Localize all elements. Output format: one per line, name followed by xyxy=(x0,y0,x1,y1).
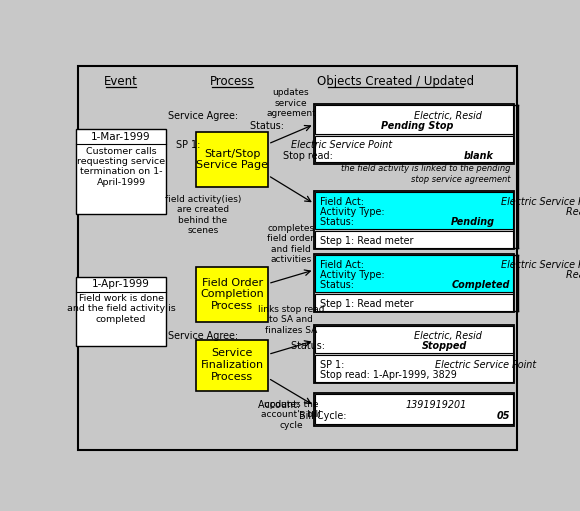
Bar xyxy=(316,105,513,134)
Text: updates the
account's bill
cycle: updates the account's bill cycle xyxy=(261,400,321,430)
Text: 05: 05 xyxy=(496,411,510,421)
Text: Stop read: 1-Apr-1999, 3829: Stop read: 1-Apr-1999, 3829 xyxy=(320,370,456,380)
Text: links stop read
to SA and
finalizes SA: links stop read to SA and finalizes SA xyxy=(258,305,324,335)
Text: Process: Process xyxy=(210,75,254,88)
Text: Bill Cycle:: Bill Cycle: xyxy=(299,411,350,421)
Bar xyxy=(316,355,513,382)
Text: Account:: Account: xyxy=(258,401,303,410)
Text: Activity Type:: Activity Type: xyxy=(320,270,387,280)
Text: Start/Stop
Service Page: Start/Stop Service Page xyxy=(196,149,268,171)
Bar xyxy=(314,254,514,312)
Text: Stop read:: Stop read: xyxy=(282,151,335,160)
Text: Objects Created / Updated: Objects Created / Updated xyxy=(317,75,474,88)
Text: Activity Type:: Activity Type: xyxy=(320,207,387,217)
Text: Customer calls
requesting service
termination on 1-
April-1999: Customer calls requesting service termin… xyxy=(77,147,165,187)
Text: Step 1: Read meter: Step 1: Read meter xyxy=(320,236,413,246)
Text: Read Meter: Read Meter xyxy=(566,270,580,280)
Text: 1-Mar-1999: 1-Mar-1999 xyxy=(91,132,151,142)
Text: Completed: Completed xyxy=(451,281,510,290)
Bar xyxy=(316,231,513,248)
Bar xyxy=(314,104,514,164)
Text: 1391919201: 1391919201 xyxy=(406,401,467,410)
Text: Service Agree:: Service Agree: xyxy=(168,111,241,121)
Text: Electric, Resid: Electric, Resid xyxy=(414,111,482,121)
Text: field activity(ies)
are created
behind the
scenes: field activity(ies) are created behind t… xyxy=(165,195,241,235)
Bar xyxy=(314,392,514,426)
Text: Electric Service Point: Electric Service Point xyxy=(501,197,580,207)
Text: Step 1: Read meter: Step 1: Read meter xyxy=(320,299,413,309)
Text: Pending: Pending xyxy=(451,217,495,227)
Text: SP 1:: SP 1: xyxy=(320,360,350,370)
Text: Field Act:: Field Act: xyxy=(320,197,367,207)
Bar xyxy=(316,136,513,162)
Bar xyxy=(196,339,268,390)
Text: Pending Stop: Pending Stop xyxy=(381,121,454,131)
Bar xyxy=(316,255,513,292)
Bar xyxy=(76,277,166,345)
Bar xyxy=(196,132,268,187)
Text: Electric Service Point: Electric Service Point xyxy=(291,141,392,150)
Text: Service
Finalization
Process: Service Finalization Process xyxy=(201,349,264,382)
Text: SP 1:: SP 1: xyxy=(176,141,206,150)
Text: 1-Apr-1999: 1-Apr-1999 xyxy=(92,279,150,289)
Bar xyxy=(316,192,513,229)
Text: Service Agree:: Service Agree: xyxy=(168,331,241,341)
Bar xyxy=(196,267,268,322)
Text: Status:: Status: xyxy=(250,121,287,131)
Text: Status:: Status: xyxy=(320,281,357,290)
Text: blank: blank xyxy=(463,151,494,160)
Bar xyxy=(316,294,513,311)
Text: Field Order
Completion
Process: Field Order Completion Process xyxy=(200,277,264,311)
Text: Field Act:: Field Act: xyxy=(320,260,367,270)
Bar xyxy=(76,129,166,214)
Text: Status:: Status: xyxy=(320,217,357,227)
Text: Event: Event xyxy=(104,75,138,88)
Text: Stopped: Stopped xyxy=(422,341,467,351)
Text: Electric Service Point: Electric Service Point xyxy=(501,260,580,270)
Text: Electric Service Point: Electric Service Point xyxy=(435,360,536,370)
Text: Read Meter: Read Meter xyxy=(566,207,580,217)
Text: updates
service
agreement: updates service agreement xyxy=(266,88,316,118)
Text: Status:: Status: xyxy=(291,341,328,351)
Text: Field work is done
and the field activity is
completed: Field work is done and the field activit… xyxy=(67,294,175,324)
Bar xyxy=(314,324,514,383)
Text: completes
field order
and field
activities: completes field order and field activiti… xyxy=(267,224,314,264)
Bar xyxy=(316,394,513,425)
Text: the field activity is linked to the pending
stop service agreement: the field activity is linked to the pend… xyxy=(341,165,511,184)
Bar xyxy=(316,326,513,353)
Text: Electric, Resid: Electric, Resid xyxy=(414,331,482,341)
Bar xyxy=(314,191,514,249)
